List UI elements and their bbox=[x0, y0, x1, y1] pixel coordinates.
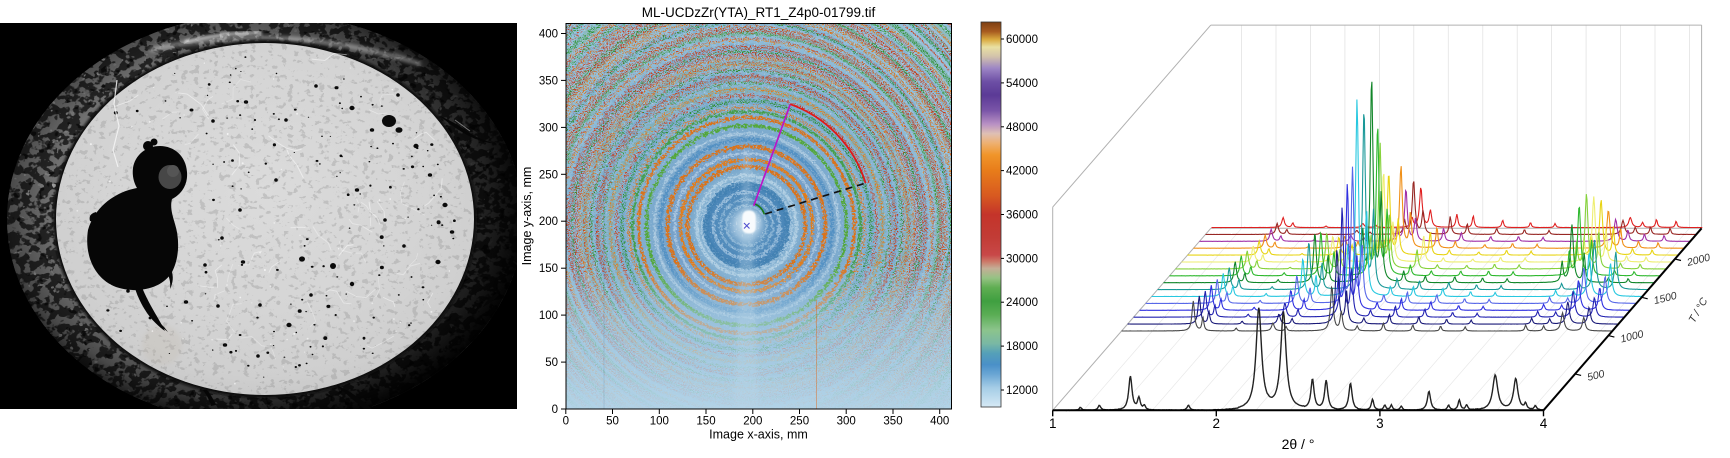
svg-text:200: 200 bbox=[743, 416, 762, 428]
svg-text:1500: 1500 bbox=[1653, 290, 1679, 307]
svg-text:2θ / °: 2θ / ° bbox=[1282, 436, 1315, 452]
svg-text:150: 150 bbox=[539, 263, 558, 275]
svg-text:350: 350 bbox=[883, 416, 902, 428]
svg-text:200: 200 bbox=[539, 216, 558, 228]
svg-text:42000: 42000 bbox=[1006, 166, 1038, 178]
svg-text:Image y-axis, mm: Image y-axis, mm bbox=[520, 167, 534, 266]
svg-text:0: 0 bbox=[552, 404, 558, 416]
svg-text:ML-UCDzZr(YTA)_RT1_Z4p0-01799.: ML-UCDzZr(YTA)_RT1_Z4p0-01799.tif bbox=[642, 5, 876, 20]
svg-text:250: 250 bbox=[790, 416, 809, 428]
svg-text:Image x-axis, mm: Image x-axis, mm bbox=[709, 428, 808, 442]
svg-text:500: 500 bbox=[1586, 368, 1606, 384]
svg-text:4: 4 bbox=[1540, 416, 1548, 431]
svg-text:12000: 12000 bbox=[1006, 385, 1038, 397]
svg-text:400: 400 bbox=[930, 416, 949, 428]
svg-text:2: 2 bbox=[1213, 416, 1221, 431]
svg-text:24000: 24000 bbox=[1006, 297, 1038, 309]
svg-text:350: 350 bbox=[539, 75, 558, 87]
svg-text:150: 150 bbox=[696, 416, 715, 428]
svg-text:1: 1 bbox=[1049, 416, 1057, 431]
svg-text:100: 100 bbox=[539, 310, 558, 322]
svg-text:250: 250 bbox=[539, 169, 558, 181]
svg-text:3: 3 bbox=[1376, 416, 1384, 431]
svg-text:50: 50 bbox=[545, 357, 558, 369]
svg-text:30000: 30000 bbox=[1006, 253, 1038, 265]
svg-text:50: 50 bbox=[606, 416, 619, 428]
svg-text:60000: 60000 bbox=[1006, 34, 1038, 46]
svg-text:300: 300 bbox=[837, 416, 856, 428]
svg-text:2000: 2000 bbox=[1685, 252, 1712, 270]
svg-text:400: 400 bbox=[539, 29, 558, 41]
svg-text:48000: 48000 bbox=[1006, 122, 1038, 134]
svg-text:36000: 36000 bbox=[1006, 210, 1038, 222]
svg-text:54000: 54000 bbox=[1006, 78, 1038, 90]
svg-text:18000: 18000 bbox=[1006, 341, 1038, 353]
svg-text:0: 0 bbox=[563, 416, 569, 428]
svg-text:300: 300 bbox=[539, 122, 558, 134]
svg-text:100: 100 bbox=[650, 416, 669, 428]
svg-text:1000: 1000 bbox=[1619, 328, 1645, 345]
